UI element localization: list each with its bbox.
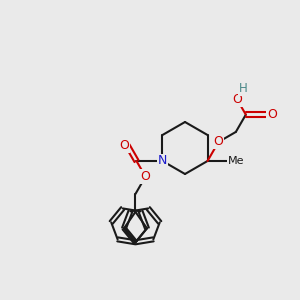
Text: N: N — [158, 154, 167, 167]
Text: O: O — [267, 108, 277, 121]
Text: O: O — [232, 92, 242, 106]
Text: O: O — [119, 139, 129, 152]
Text: Me: Me — [228, 156, 245, 166]
Text: O: O — [140, 170, 150, 183]
Text: H: H — [238, 82, 247, 95]
Text: O: O — [214, 135, 224, 148]
